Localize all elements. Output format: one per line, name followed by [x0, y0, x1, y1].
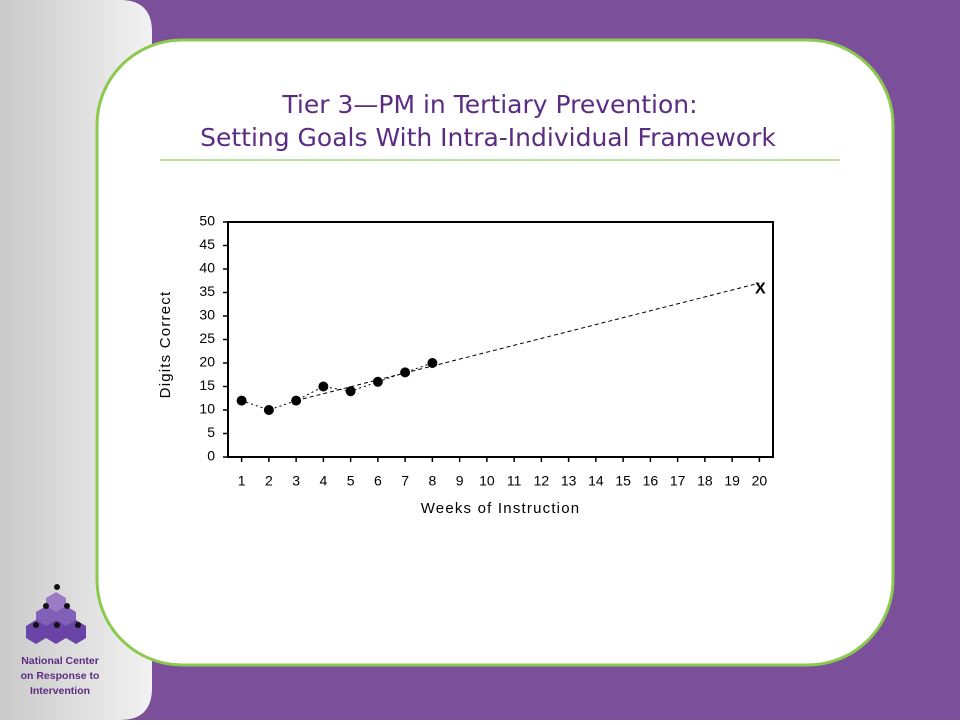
x-tick-label: 13 [561, 473, 577, 489]
data-point [318, 381, 329, 392]
y-tick-label: 5 [207, 424, 215, 440]
data-point [400, 367, 411, 378]
x-tick-label: 7 [401, 473, 409, 489]
data-point [236, 395, 247, 406]
x-tick-label: 19 [724, 473, 740, 489]
x-tick-label: 2 [265, 473, 273, 489]
logo-dot [64, 603, 70, 609]
logo-cube [26, 620, 46, 644]
x-tick-label: 14 [588, 473, 604, 489]
logo-text: Intervention [30, 685, 90, 697]
content-panel [95, 38, 895, 667]
logo-dot [75, 622, 81, 628]
y-tick-label: 15 [199, 377, 215, 393]
y-tick-label: 50 [199, 213, 215, 229]
x-tick-label: 3 [292, 473, 300, 489]
y-tick-label: 25 [199, 330, 215, 346]
y-tick-label: 20 [199, 354, 215, 370]
series-line [296, 282, 760, 402]
y-axis-label: Digits Correct [157, 291, 174, 399]
y-tick-label: 35 [199, 283, 215, 299]
x-tick-label: 18 [697, 473, 713, 489]
x-tick-label: 12 [534, 473, 550, 489]
y-tick-label: 45 [199, 236, 215, 252]
logo-text: on Response to [21, 670, 100, 682]
x-tick-label: 20 [752, 473, 768, 489]
data-point [345, 386, 356, 397]
x-tick-label: 9 [456, 473, 464, 489]
x-tick-label: 8 [428, 473, 436, 489]
logo-dot [54, 584, 60, 590]
y-tick-label: 10 [199, 401, 215, 417]
logo-dot [43, 603, 49, 609]
x-axis-label: Weeks of Instruction [421, 500, 581, 517]
y-tick-label: 0 [207, 448, 215, 464]
y-tick-label: 40 [199, 260, 215, 276]
x-tick-label: 6 [374, 473, 382, 489]
x-tick-label: 10 [479, 473, 495, 489]
data-point [263, 405, 274, 415]
title-line: Tier 3—PM in Tertiary Prevention: [281, 90, 697, 119]
x-tick-label: 5 [347, 473, 355, 489]
goal-marker: X [755, 280, 766, 297]
x-tick-label: 11 [507, 473, 522, 489]
logo [26, 584, 86, 644]
x-tick-label: 4 [319, 473, 327, 489]
logo-cube [66, 620, 86, 644]
logo-dot [33, 622, 39, 628]
logo-cube [46, 620, 66, 644]
y-tick-label: 30 [199, 307, 215, 323]
logo-dot [54, 622, 60, 628]
data-point [372, 376, 383, 387]
title-line: Setting Goals With Intra-Individual Fram… [200, 123, 776, 152]
x-tick-label: 16 [643, 473, 659, 489]
logo-text: National Center [21, 655, 99, 667]
x-tick-label: 17 [670, 473, 686, 489]
x-tick-label: 15 [615, 473, 631, 489]
x-tick-label: 1 [238, 473, 246, 489]
